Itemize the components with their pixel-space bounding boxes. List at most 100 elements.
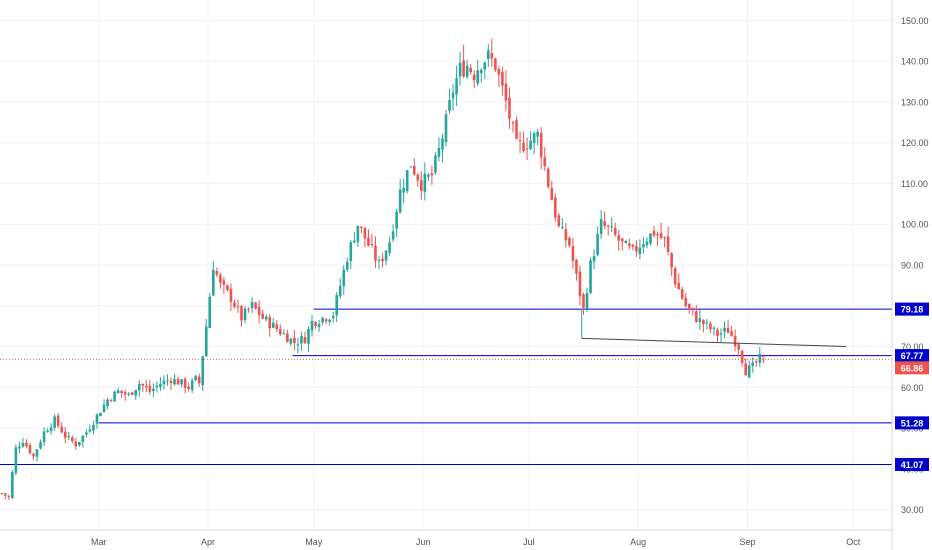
candle-body [194, 375, 197, 381]
candle-body [85, 432, 88, 435]
candle-body [680, 289, 684, 299]
candle-body [543, 157, 547, 167]
candle-body [462, 60, 465, 77]
candle-body [416, 174, 420, 181]
candle-body [434, 155, 437, 173]
candle-body [719, 333, 723, 335]
candle-body [0, 493, 4, 495]
candle-body [134, 389, 138, 396]
candle-body [367, 237, 370, 246]
candle-body [197, 376, 201, 384]
candle-body [465, 65, 469, 77]
candle-body [420, 180, 423, 191]
x-tick-label: Aug [630, 537, 646, 547]
y-tick-label: 150.00 [901, 16, 929, 26]
candle-body [240, 306, 243, 321]
current-price-label: 66.86 [901, 363, 924, 373]
candle-body [370, 243, 374, 246]
candle-body [310, 321, 314, 331]
candle-body [409, 166, 413, 168]
candle-body [321, 317, 324, 323]
candle-body [201, 356, 205, 386]
candle-body [451, 92, 455, 99]
candle-body [88, 429, 92, 432]
candle-body [120, 390, 123, 393]
candle-body [243, 308, 247, 320]
candle-body [63, 431, 67, 438]
candle-body [176, 379, 180, 385]
candle-body [25, 442, 28, 447]
candle-body [254, 302, 257, 309]
candle-body [666, 236, 670, 252]
candle-body [381, 258, 384, 262]
candle-body [282, 333, 286, 335]
candle-body [412, 166, 416, 175]
candle-body [384, 250, 388, 261]
candle-body [659, 232, 663, 239]
candle-body [695, 311, 698, 322]
candle-body [113, 391, 116, 402]
candle-body [687, 304, 691, 309]
candle-body [698, 318, 702, 323]
candle-body [314, 322, 317, 327]
candle-body [317, 324, 321, 328]
candle-body [222, 280, 226, 285]
candle-body [511, 122, 515, 124]
candle-body [324, 319, 328, 322]
level-label: 79.18 [901, 305, 924, 315]
candle-body [130, 392, 134, 395]
candle-body [49, 427, 53, 431]
x-tick-label: Oct [846, 537, 861, 547]
candle-body [670, 253, 673, 268]
candle-body [264, 316, 268, 320]
candle-body [356, 225, 360, 242]
candle-body [532, 133, 536, 143]
x-tick-labels: Mar Apr May Jun Jul Aug Sep Oct [91, 537, 861, 547]
candle-body [42, 431, 46, 443]
candle-body [733, 335, 737, 347]
y-tick-label: 130.00 [901, 97, 929, 107]
y-tick-label: 140.00 [901, 57, 929, 67]
candle-body [286, 333, 289, 343]
candle-body [652, 230, 656, 236]
candle-body [268, 317, 272, 329]
candle-body [53, 416, 56, 428]
candle-body [56, 415, 60, 426]
candle-body [529, 140, 532, 149]
candle-body [215, 270, 219, 275]
level-labels: 79.18 67.77 51.28 41.07 66.86 [895, 302, 929, 471]
candle-body [173, 379, 176, 385]
candle-body [109, 400, 113, 402]
candle-body [233, 302, 236, 307]
level-label: 41.07 [901, 460, 924, 470]
candle-body [35, 449, 39, 457]
candle-body [469, 67, 472, 73]
candle-body [762, 355, 765, 357]
candle-body [546, 168, 550, 187]
candle-body [219, 274, 222, 283]
candle-body [483, 62, 487, 70]
candle-body [494, 58, 497, 71]
candle-body [589, 260, 592, 293]
candle-body [758, 354, 762, 363]
candle-body [349, 242, 353, 261]
candle-body [754, 361, 758, 363]
candle-body [553, 197, 557, 218]
candle-body [740, 350, 744, 363]
candle-body [14, 447, 18, 473]
candle-body [377, 260, 381, 262]
candle-body [342, 269, 346, 287]
candle-body [32, 453, 35, 457]
candle-body [81, 435, 85, 443]
candle-body [271, 322, 275, 328]
candle-body [691, 307, 695, 311]
y-tick-label: 30.00 [901, 505, 924, 515]
candle-body [148, 385, 152, 392]
candle-body [564, 229, 568, 241]
candle-body [247, 308, 250, 310]
candle-body [515, 120, 518, 139]
candle-body [78, 441, 81, 446]
current-price-label-bg [895, 361, 929, 375]
candle-body [296, 344, 300, 346]
